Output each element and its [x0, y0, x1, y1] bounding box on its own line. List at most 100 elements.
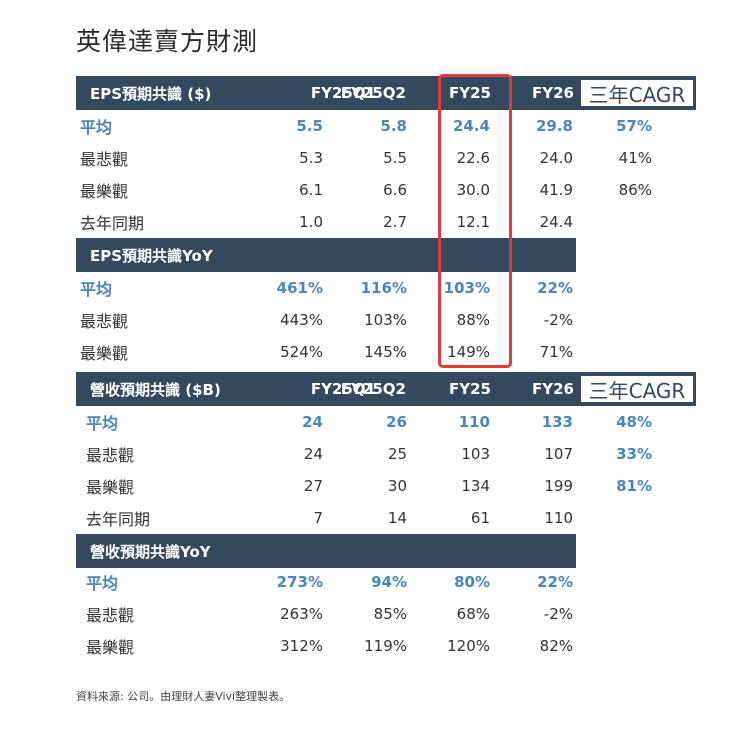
table-cell: 41.9 [539, 181, 573, 199]
table-cell: 6.6 [383, 181, 407, 199]
table-cell: 26 [386, 413, 407, 431]
table-row: 最悲觀 443% 103% 88% -2% [0, 304, 700, 336]
table-row: 最悲觀 5.3 5.5 22.6 24.0 41% [0, 142, 700, 174]
table-row: 平均 273% 94% 80% 22% [0, 566, 700, 598]
table-cell: 524% [280, 343, 323, 361]
col-header: FY25 [449, 380, 491, 398]
row-label: 最樂觀 [86, 638, 135, 657]
cagr-cell: 57% [616, 117, 652, 135]
table-cell: 24 [302, 413, 323, 431]
table-cell: 5.5 [296, 117, 323, 135]
table-cell: 461% [276, 279, 323, 297]
rev-header-label: 營收預期共識 ($B) [90, 380, 221, 399]
table-cell: 273% [276, 573, 323, 591]
row-label: 最悲觀 [86, 606, 135, 625]
table-cell: 119% [364, 637, 407, 655]
cagr-cell: 33% [616, 445, 652, 463]
col-header: FY26 [532, 84, 574, 102]
table-cell: 82% [539, 637, 573, 655]
table-cell: 14 [387, 509, 407, 527]
cagr-label: 三年CAGR [580, 79, 694, 107]
table-cell: 94% [371, 573, 407, 591]
table-cell: 103 [461, 445, 490, 463]
table-cell: 134 [461, 477, 490, 495]
table-cell: 149% [447, 343, 490, 361]
table-cell: 71% [539, 343, 573, 361]
row-label: 平均 [80, 118, 113, 137]
table-cell: 1.0 [299, 213, 323, 231]
table-cell: -2% [543, 605, 573, 623]
table-row: 最樂觀 312% 119% 120% 82% [0, 630, 700, 662]
cagr-cell: 48% [616, 413, 652, 431]
table-row: 最樂觀 27 30 134 199 81% [0, 470, 700, 502]
col-header: FY25Q1 [310, 84, 376, 102]
table-cell: 22% [537, 573, 573, 591]
col-header: FY25Q1 [310, 380, 376, 398]
table-cell: 24.0 [539, 149, 573, 167]
row-label: 最悲觀 [80, 312, 129, 331]
eps-yoy-header-label: EPS預期共識YoY [90, 246, 213, 265]
row-label: 去年同期 [86, 510, 151, 529]
row-label: 最樂觀 [80, 344, 129, 363]
table-cell: 110 [458, 413, 490, 431]
table-row: 去年同期 1.0 2.7 12.1 24.4 [0, 206, 700, 238]
table-cell: 107 [544, 445, 573, 463]
page-title: 英偉達賣方財測 [76, 27, 259, 56]
source-footer: 資料來源: 公司。由理財人妻Vivi整理製表。 [76, 690, 291, 703]
table-cell: 110 [544, 509, 573, 527]
eps-header-label: EPS預期共識 ($) [90, 84, 212, 103]
row-label: 去年同期 [80, 214, 145, 233]
table-cell: 30 [387, 477, 407, 495]
table-row: 平均 24 26 110 133 48% [0, 406, 700, 438]
table-row: 最樂觀 6.1 6.6 30.0 41.9 86% [0, 174, 700, 206]
row-label: 最悲觀 [80, 150, 129, 169]
table-cell: 22% [537, 279, 573, 297]
table-cell: 61 [470, 509, 490, 527]
rev-yoy-header-label: 營收預期共識YoY [90, 542, 211, 561]
table-cell: 116% [360, 279, 407, 297]
row-label: 最樂觀 [86, 478, 135, 497]
eps-yoy-header: EPS預期共識YoY [76, 238, 576, 272]
col-header: FY26 [532, 380, 574, 398]
cagr-cell: 41% [618, 149, 652, 167]
table-row: 最悲觀 24 25 103 107 33% [0, 438, 700, 470]
table-cell: 24.4 [452, 117, 490, 135]
table-cell: 24 [303, 445, 323, 463]
cagr-cell: 81% [616, 477, 652, 495]
table-cell: 12.1 [456, 213, 490, 231]
col-header: FY25 [449, 84, 491, 102]
table-row: 最樂觀 524% 145% 149% 71% [0, 336, 700, 368]
table-cell: 103% [364, 311, 407, 329]
rev-yoy-header: 營收預期共識YoY [76, 534, 576, 568]
table-cell: 103% [443, 279, 490, 297]
table-cell: 5.8 [380, 117, 407, 135]
table-cell: 263% [280, 605, 323, 623]
table-row: 去年同期 7 14 61 110 [0, 502, 700, 534]
table-cell: 29.8 [535, 117, 573, 135]
table-cell: 85% [373, 605, 407, 623]
col-header: FY25Q2 [340, 380, 406, 398]
col-header: FY25Q2 [340, 84, 406, 102]
table-cell: 5.5 [383, 149, 407, 167]
row-label: 最樂觀 [80, 182, 129, 201]
table-row: 最悲觀 263% 85% 68% -2% [0, 598, 700, 630]
row-label: 平均 [86, 574, 119, 593]
table-cell: 22.6 [456, 149, 490, 167]
table-row: 平均 5.5 5.8 24.4 29.8 57% [0, 110, 700, 142]
table-cell: 5.3 [299, 149, 323, 167]
row-label: 平均 [86, 414, 119, 433]
row-label: 最悲觀 [86, 446, 135, 465]
table-cell: 2.7 [383, 213, 407, 231]
table-cell: 6.1 [299, 181, 323, 199]
table-row: 平均 461% 116% 103% 22% [0, 272, 700, 304]
table-cell: 199 [544, 477, 573, 495]
table-cell: 312% [280, 637, 323, 655]
table-cell: -2% [543, 311, 573, 329]
table-cell: 25 [387, 445, 407, 463]
table-cell: 30.0 [456, 181, 490, 199]
table-cell: 80% [454, 573, 490, 591]
table-cell: 27 [303, 477, 323, 495]
table-cell: 120% [447, 637, 490, 655]
table-cell: 443% [280, 311, 323, 329]
table-cell: 145% [364, 343, 407, 361]
